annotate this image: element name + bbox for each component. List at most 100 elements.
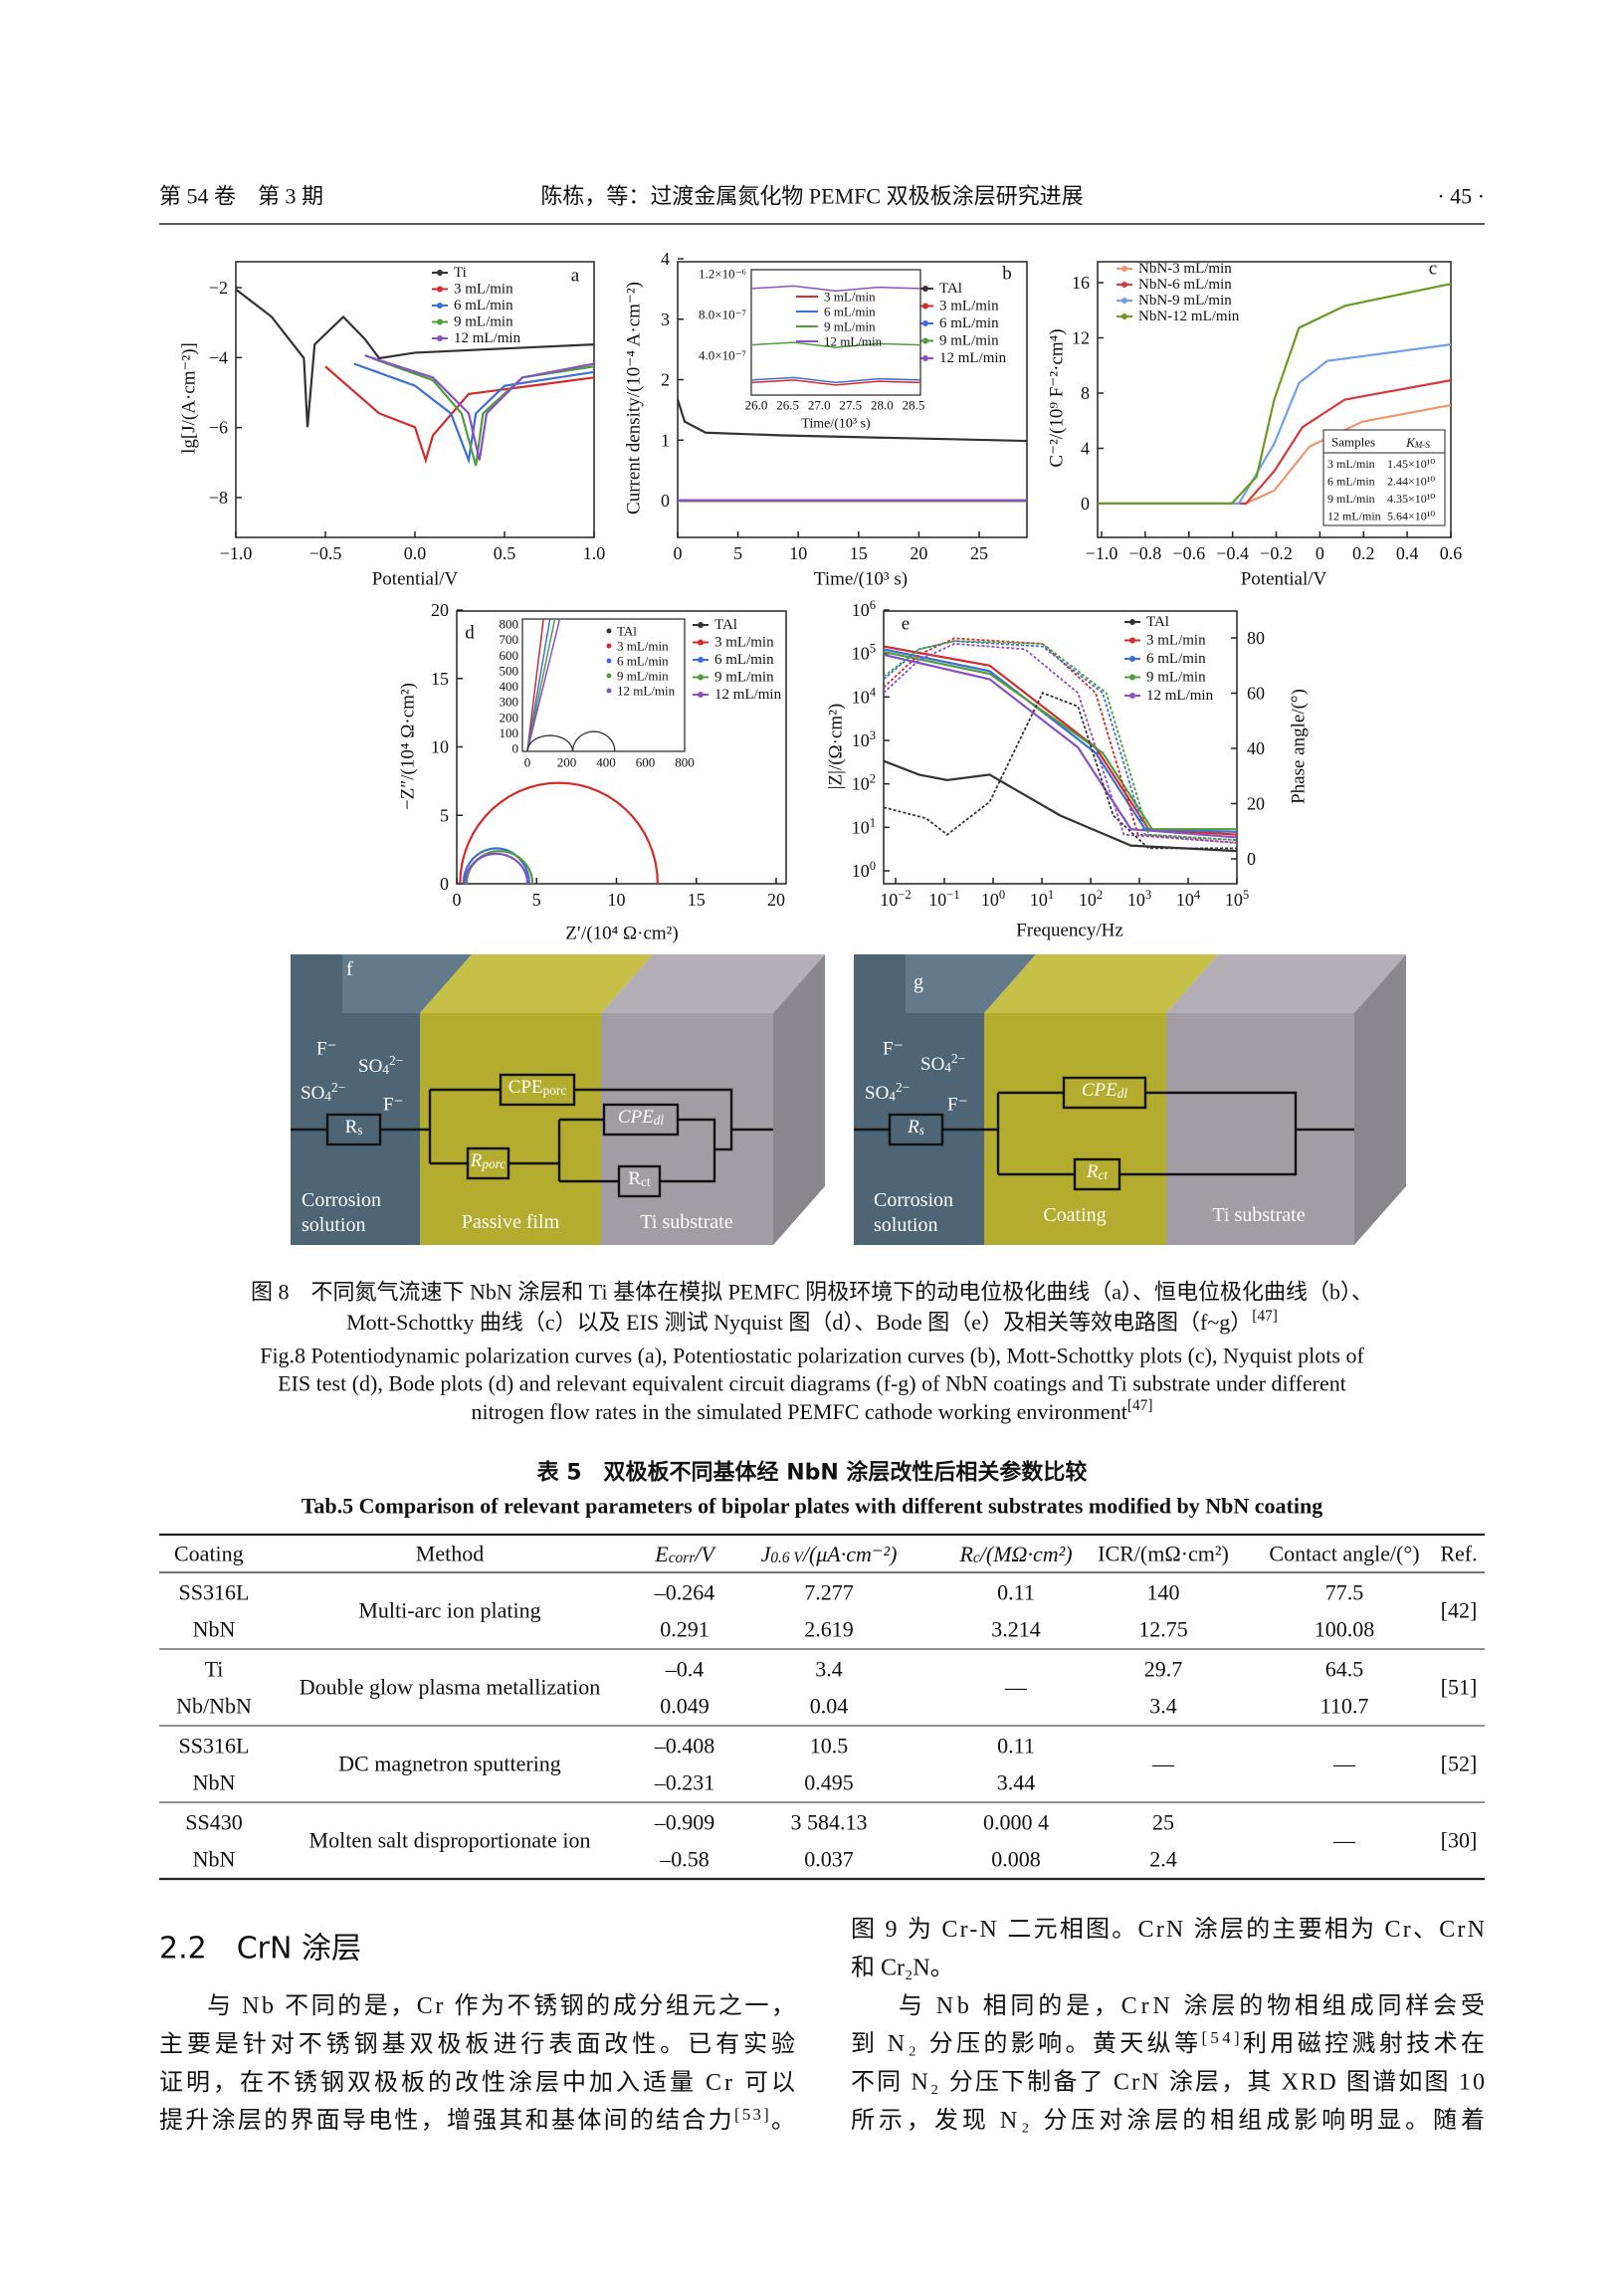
legend-label: 6 mL/min (454, 298, 513, 313)
table-cell: 25 (1152, 1810, 1174, 1835)
text-run: /(μA·cm⁻²) (801, 1542, 898, 1566)
body-line: 证明，在不锈钢双极板的改性涂层中加入适量 Cr 可以 (159, 2069, 795, 2096)
y-tick-label: 2 (661, 370, 670, 390)
legend-label: 12 mL/min (1146, 688, 1214, 704)
inset-table-header: Samples (1331, 435, 1375, 450)
circuit-element (617, 1164, 662, 1198)
table-cell: [51] (1441, 1675, 1478, 1700)
table-cell: 12.75 (1138, 1617, 1188, 1642)
inset-frame (521, 618, 686, 752)
superscript: [47] (1252, 1308, 1278, 1325)
legend-marker (1129, 693, 1135, 699)
table-cell: — (1332, 1828, 1356, 1853)
circuit-label: CPEdl (618, 1107, 665, 1129)
legend-marker (922, 286, 928, 292)
inset-x-tick-label: 28.0 (871, 398, 894, 413)
text-run: SO (920, 1054, 944, 1075)
y-tick-label: 105 (852, 641, 876, 663)
x-tick-label: 0.2 (1352, 543, 1375, 563)
body-line: 到 N₂ 分压的影响。黄天纵等 [54] 利用磁控溅射技术在 (851, 2028, 1485, 2057)
table-cell: Molten salt disproportionate ion (309, 1828, 591, 1853)
inset-x-tick-label: 27.0 (808, 398, 831, 413)
layer-label: Corrosion (302, 1189, 381, 1211)
inset-x-label: Time/(10³ s) (801, 417, 871, 432)
legend-label: NbN-6 mL/min (1138, 277, 1232, 293)
caption-en: EIS test (d), Bode plots (d) and relevan… (278, 1371, 1346, 1396)
legend-label: NbN-3 mL/min (1138, 261, 1232, 277)
panel-letter: f (346, 958, 353, 980)
superscript: −2 (898, 888, 911, 902)
y-tick-label: 8 (1081, 383, 1090, 403)
text-run: K (1405, 435, 1416, 450)
x-axis-label: Potential/V (372, 569, 459, 590)
phase-curve (883, 642, 1238, 844)
legend-label: TAl (714, 617, 737, 633)
inset-y-tick-label: 500 (500, 663, 519, 678)
legend-label: 12 mL/min (939, 350, 1007, 366)
y-tick-label: −8 (209, 488, 228, 508)
body-line: 与 Nb 不同的是，Cr 作为不锈钢的成分组元之一， (207, 1992, 795, 2019)
legend-marker (1129, 637, 1135, 644)
superscript: 3 (1145, 888, 1151, 902)
table-cell: –0.264 (654, 1580, 715, 1605)
text-run: 10 (1127, 890, 1145, 910)
legend-label: 6 mL/min (714, 652, 774, 668)
inset-x-tick-label: 28.5 (903, 398, 925, 413)
x-tick-label: 103 (1127, 888, 1151, 910)
text-run: 10 (1030, 890, 1048, 910)
table-cell: DC magnetron sputtering (338, 1752, 561, 1776)
table-cell: –0.231 (654, 1770, 715, 1795)
x-tick-label: 105 (1225, 888, 1249, 910)
layer-top (1166, 954, 1406, 1013)
circuit-label: CPEdl (1082, 1080, 1128, 1102)
inset-y-tick-label: 8.0×10⁻⁷ (699, 308, 746, 322)
x-tick-label: 10−2 (880, 888, 911, 910)
table-cell: 100.08 (1315, 1617, 1375, 1642)
layer-front (984, 1013, 1166, 1245)
plot-frame (1097, 261, 1452, 538)
text-run: E (654, 1542, 669, 1566)
x-tick-label: 0.6 (1440, 543, 1463, 563)
legend-label: 9 mL/min (939, 333, 999, 349)
layer-label: Coating (1043, 1204, 1106, 1226)
legend-marker (437, 318, 443, 325)
inset-table-cell: 1.45×10¹⁰ (1387, 457, 1435, 471)
text-run: 10 (1176, 890, 1194, 910)
circuit-element (1073, 1157, 1121, 1191)
plot-frame (883, 610, 1238, 885)
nyquist-arc (462, 847, 530, 885)
table-cell: — (1004, 1675, 1028, 1700)
caption-en: Fig.8 Potentiodynamic polarization curve… (260, 1344, 1364, 1368)
table-cell: 110.7 (1320, 1694, 1369, 1719)
text-run: 利用磁控溅射技术在 (1243, 2030, 1485, 2057)
text-run: 10 (852, 817, 870, 837)
superscript: 2− (389, 1053, 403, 1068)
superscript: 2− (331, 1080, 345, 1095)
nyquist-arc (459, 781, 660, 885)
table-cell: 2.619 (804, 1617, 854, 1642)
x-axis-label: Potential/V (1241, 569, 1327, 590)
table-cell: SS430 (185, 1810, 242, 1835)
table-cell: 3 584.13 (791, 1810, 868, 1835)
table-title-cn: 表 5 双极板不同基体经 NbN 涂层改性后相关参数比较 (537, 1460, 1088, 1486)
legend-label: Ti (454, 265, 467, 281)
inset-x-tick-label: 800 (675, 755, 695, 770)
layer-label: solution (302, 1214, 365, 1236)
y-tick-label: 101 (852, 815, 876, 837)
x-tick-label: 0.0 (404, 543, 427, 563)
inset-table-cell: 2.44×10¹⁰ (1387, 475, 1435, 489)
inset-legend-label: TAl (617, 624, 637, 639)
superscript: 5 (1243, 888, 1249, 902)
text-run: nitrogen flow rates in the simulated PEM… (472, 1399, 1127, 1424)
curve (676, 399, 1028, 443)
inset-table-cell: 12 mL/min (1327, 510, 1381, 523)
layer-front (420, 1013, 601, 1245)
y-tick-label: 4 (1081, 439, 1090, 459)
superscript: 4 (870, 685, 877, 699)
table-header: ICR/(mΩ·cm²) (1098, 1542, 1229, 1566)
text-run: 到 N₂ 分压的影响。黄天纵等 (851, 2030, 1198, 2057)
inset-y-tick-label: 100 (500, 725, 519, 740)
x-axis-label: Z′/(10⁴ Ω·cm²) (565, 924, 678, 944)
inset-curve (750, 285, 921, 293)
inset-table-cell: 9 mL/min (1327, 492, 1375, 506)
